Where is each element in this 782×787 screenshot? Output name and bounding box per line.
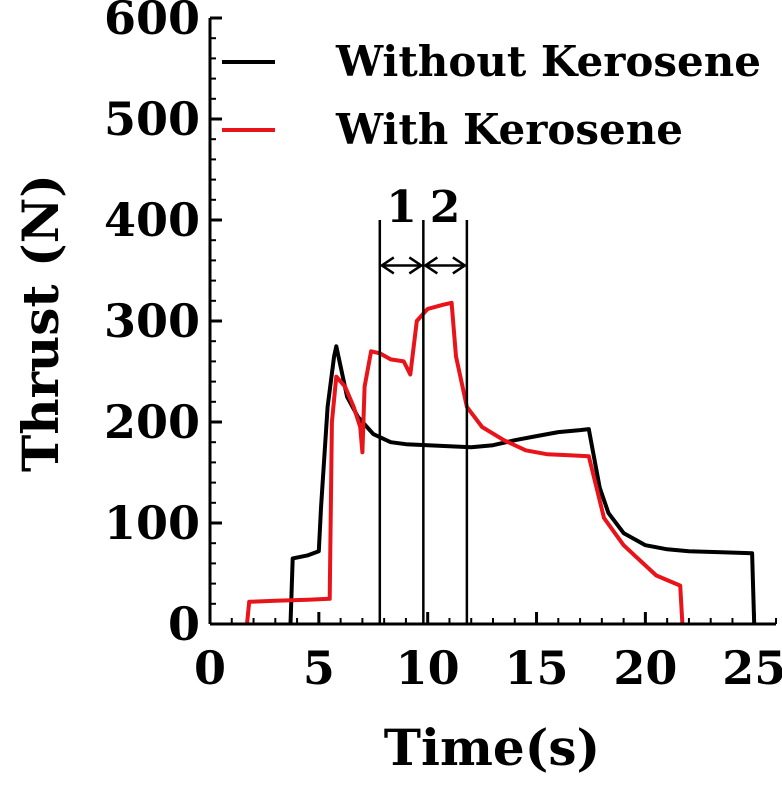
x-tick-label-25: 25: [722, 641, 782, 695]
annotation-arrowhead-right-2: [452, 256, 468, 275]
tick-group: 0 5 10 15 20 25 0 100 200 300 400 500 600: [104, 0, 782, 695]
x-tick-label-20: 20: [613, 641, 677, 695]
y-tick-label-400: 400: [104, 193, 200, 247]
legend-group: Without Kerosene With Kerosene: [222, 37, 761, 154]
x-tick-label-10: 10: [396, 641, 460, 695]
series-line-0: [288, 344, 757, 625]
legend-label-1: With Kerosene: [335, 105, 683, 154]
y-tick-label-500: 500: [104, 92, 200, 146]
y-tick-label-100: 100: [104, 496, 200, 550]
y-axis-title: Thrust (N): [11, 174, 70, 472]
annotation-label-2: 2: [430, 182, 461, 233]
annotation-arrowhead-left-2: [423, 256, 439, 275]
annotation-arrowhead-left-1: [379, 256, 395, 275]
x-tick-label-0: 0: [194, 641, 226, 695]
x-tick-label-5: 5: [303, 641, 335, 695]
y-tick-label-200: 200: [104, 395, 200, 449]
series-group: [245, 300, 757, 625]
legend-label-0: Without Kerosene: [335, 37, 761, 86]
x-axis-title: Time(s): [384, 718, 600, 777]
y-tick-label-300: 300: [104, 294, 200, 348]
y-tick-label-0: 0: [168, 597, 200, 651]
annotation-label-1: 1: [386, 182, 417, 233]
series-line-1: [245, 300, 685, 625]
annotation-arrowhead-right-1: [408, 256, 424, 275]
x-tick-label-15: 15: [505, 641, 569, 695]
y-tick-label-600: 600: [104, 0, 200, 45]
